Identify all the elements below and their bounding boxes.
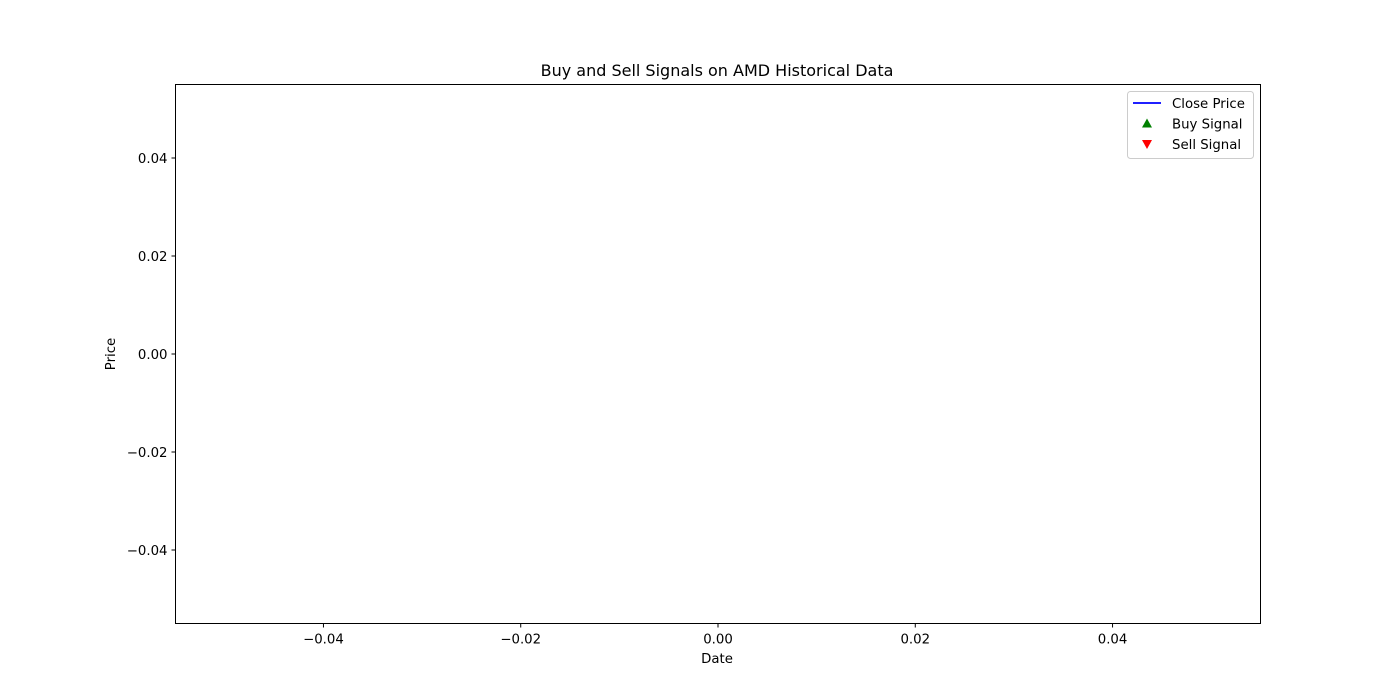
chart-title: Buy and Sell Signals on AMD Historical D… <box>541 61 894 80</box>
y-axis-label: Price <box>104 338 119 370</box>
x-tick-label: −0.04 <box>303 633 344 648</box>
y-tick-label: −0.04 <box>127 544 168 559</box>
y-tick-label: 0.00 <box>138 348 168 363</box>
plot-area <box>175 84 1261 624</box>
x-tick-label: −0.02 <box>500 633 541 648</box>
y-tick-label: 0.04 <box>138 152 168 167</box>
legend-frame <box>1127 91 1254 159</box>
x-axis-ticks: −0.04 −0.02 0.00 0.02 0.04 <box>303 623 1128 648</box>
y-tick-label: 0.02 <box>138 250 168 265</box>
legend-label: Buy Signal <box>1172 118 1243 133</box>
y-axis-ticks: 0.04 0.02 0.00 −0.02 −0.04 <box>127 152 176 559</box>
x-tick-label: 0.04 <box>1098 633 1128 648</box>
legend-label: Sell Signal <box>1172 138 1241 153</box>
x-axis-label: Date <box>701 652 733 667</box>
legend-buy-marker <box>1142 118 1152 128</box>
legend: Close Price Buy Signal Sell Signal <box>1127 91 1254 159</box>
legend-label: Close Price <box>1172 97 1245 112</box>
y-tick-label: −0.02 <box>127 446 168 461</box>
x-tick-label: 0.00 <box>703 633 733 648</box>
legend-sell-marker <box>1142 140 1152 149</box>
x-tick-label: 0.02 <box>900 633 930 648</box>
